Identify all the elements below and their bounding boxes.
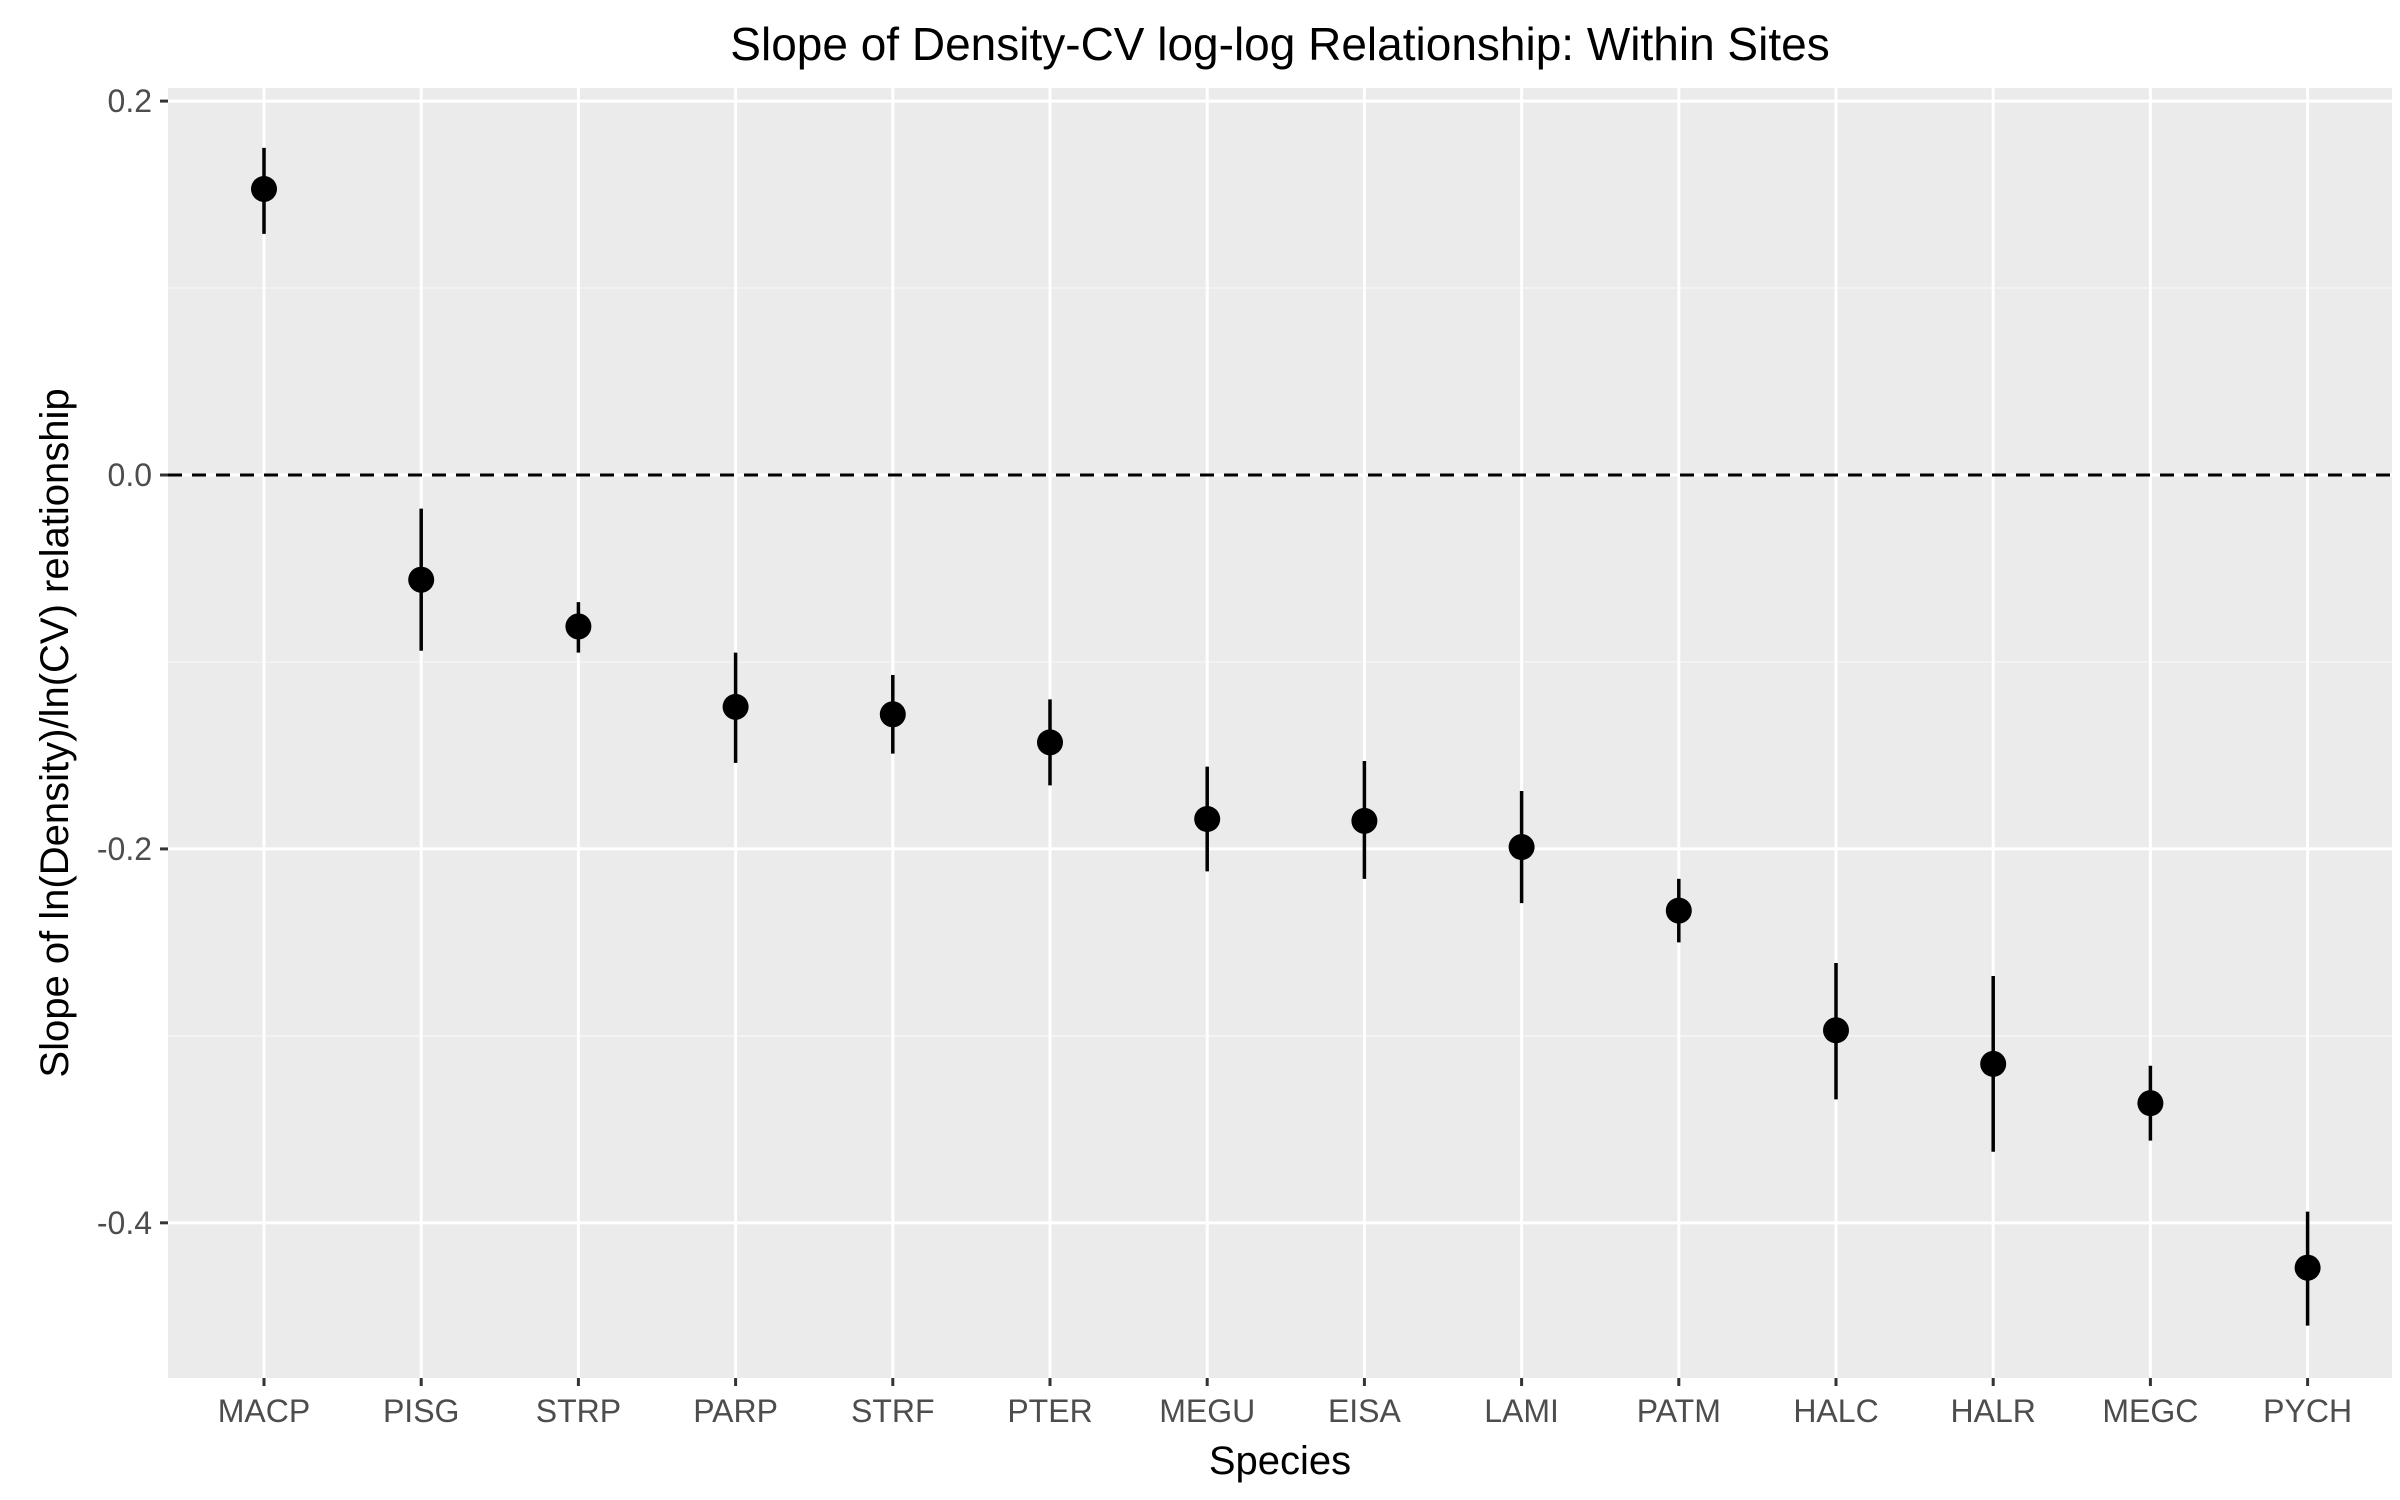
- x-axis-title: Species: [1209, 1439, 1351, 1483]
- x-tick-label: EISA: [1328, 1393, 1402, 1429]
- data-point-strf: [879, 701, 906, 728]
- data-point-megu: [1194, 806, 1221, 832]
- x-tick-label: PISG: [383, 1393, 459, 1429]
- x-tick-label: LAMI: [1484, 1393, 1559, 1429]
- y-axis-title: Slope of ln(Density)/ln(CV) relationship: [33, 388, 77, 1077]
- data-point-pter: [1037, 729, 1063, 756]
- data-point-halc: [1823, 1017, 1849, 1044]
- data-point-strp: [565, 613, 592, 640]
- plot-panel: [168, 88, 2392, 1378]
- minor-grid: [168, 287, 2392, 1037]
- x-tick-label: PTER: [1007, 1393, 1092, 1429]
- data-point-parp: [722, 693, 749, 720]
- data-point-macp: [251, 175, 277, 202]
- data-point-pych: [2294, 1254, 2321, 1281]
- x-tick-label: HALR: [1951, 1393, 2036, 1429]
- data-points: [251, 175, 2321, 1281]
- y-tick-label: -0.2: [97, 831, 152, 867]
- y-tick-label: 0.0: [108, 457, 152, 493]
- data-point-halr: [1980, 1050, 2007, 1077]
- x-tick-label: STRF: [851, 1393, 935, 1429]
- x-tick-label: PATM: [1637, 1393, 1721, 1429]
- x-tick-label: HALC: [1793, 1393, 1878, 1429]
- data-point-eisa: [1351, 807, 1378, 834]
- y-tick-label: -0.4: [97, 1205, 152, 1241]
- y-tick-label: 0.2: [108, 83, 152, 119]
- x-tick-label: MEGU: [1159, 1393, 1255, 1429]
- x-tick-label: PYCH: [2263, 1393, 2352, 1429]
- x-tick-label: PARP: [693, 1393, 778, 1429]
- data-point-lami: [1508, 834, 1535, 861]
- y-axis-ticks: 0.2 0.0 -0.2 -0.4: [97, 83, 168, 1241]
- data-point-patm: [1665, 897, 1692, 924]
- x-axis-ticks: MACP PISG STRP PARP STRF PTER MEGU EISA LAMI PATM…: [218, 1378, 2352, 1429]
- data-point-megc: [2137, 1090, 2164, 1117]
- data-point-pisg: [408, 566, 435, 593]
- chart-title: Slope of Density-CV log-log Relationship…: [730, 18, 1829, 70]
- x-tick-label: STRP: [536, 1393, 621, 1429]
- x-tick-label: MACP: [218, 1393, 310, 1429]
- x-tick-label: MEGC: [2102, 1393, 2198, 1429]
